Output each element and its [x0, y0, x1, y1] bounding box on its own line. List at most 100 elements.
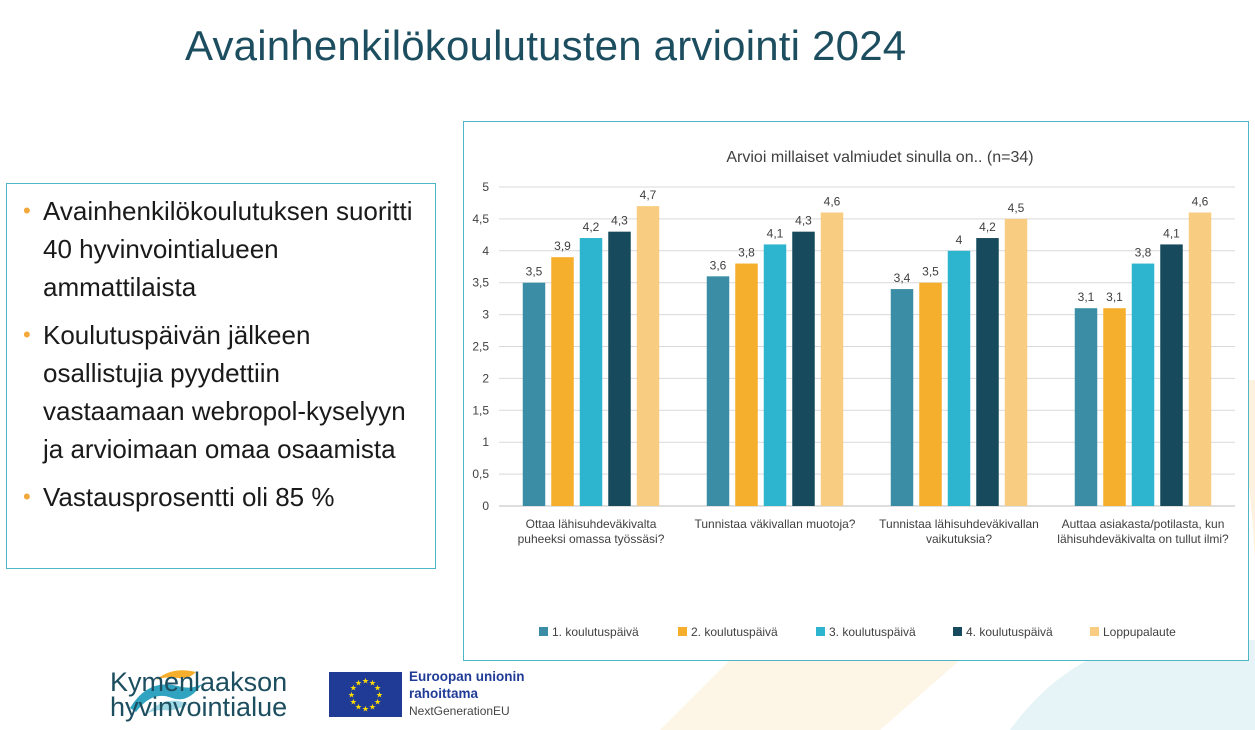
bar-chart: Arvioi millaiset valmiudet sinulla on.. … — [472, 149, 1235, 639]
y-tick-label: 2 — [482, 371, 489, 385]
page-title: Avainhenkilökoulutusten arviointi 2024 — [185, 22, 907, 69]
y-tick-label: 0 — [482, 499, 489, 513]
bar — [1160, 244, 1183, 507]
legend-label: 3. koulutuspäivä — [829, 625, 916, 639]
y-tick-label: 1,5 — [472, 403, 489, 417]
x-tick-label: puheeksi omassa työssäsi? — [518, 532, 665, 546]
data-label: 3,9 — [554, 239, 571, 253]
legend-swatch — [1090, 627, 1099, 636]
eu-star-icon: ★ — [355, 678, 362, 687]
y-tick-label: 3,5 — [472, 276, 489, 290]
bullet-text: Vastausprosentti oli 85 % — [43, 482, 335, 512]
kymenlaakso-logo-icon — [130, 670, 202, 714]
x-tick-label: Ottaa lähisuhdeväkivalta — [526, 517, 657, 531]
bar — [820, 212, 844, 506]
data-label: 3,6 — [710, 258, 727, 272]
bar — [608, 231, 631, 506]
bullet-dot-icon: • — [23, 322, 31, 347]
eu-star-icon: ★ — [355, 703, 362, 712]
data-label: 3,4 — [894, 271, 911, 285]
data-label: 4 — [956, 233, 963, 247]
eu-star-icon: ★ — [374, 698, 381, 707]
bar — [636, 206, 660, 506]
x-tick-label: Auttaa asiakasta/potilasta, kun — [1062, 517, 1225, 531]
eu-star-icon: ★ — [369, 678, 376, 687]
x-tick-label: vaikutuksia? — [926, 532, 992, 546]
bar — [579, 238, 603, 506]
data-label: 4,1 — [767, 226, 784, 240]
legend-label: 2. koulutuspäivä — [691, 625, 778, 639]
bar — [1188, 212, 1212, 506]
eu-star-icon: ★ — [350, 698, 357, 707]
bullet-list: • Avainhenkilökoulutuksen suoritti 40 hy… — [6, 183, 436, 569]
eu-star-icon: ★ — [362, 705, 369, 714]
bar — [919, 282, 942, 506]
data-label: 3,1 — [1078, 290, 1095, 304]
bar — [1103, 308, 1126, 506]
bar — [976, 238, 999, 506]
data-label: 4,2 — [979, 220, 996, 234]
legend-swatch — [539, 627, 548, 636]
y-tick-label: 1 — [482, 435, 489, 449]
data-label: 3,8 — [738, 246, 755, 260]
x-tick-label: Tunnistaa väkivallan muotoja? — [695, 517, 856, 531]
bar — [763, 244, 787, 507]
bullet-text: Koulutuspäivän jälkeen osallistujia pyyd… — [43, 320, 406, 464]
y-tick-label: 3 — [482, 308, 489, 322]
y-tick-label: 0,5 — [472, 467, 489, 481]
legend-swatch — [678, 627, 687, 636]
bar — [522, 282, 546, 506]
bar — [792, 231, 815, 506]
bullet-dot-icon: • — [23, 484, 31, 509]
bar — [735, 263, 758, 506]
eu-star-icon: ★ — [350, 684, 357, 693]
x-tick-label: lähisuhdeväkivalta on tullut ilmi? — [1057, 532, 1229, 546]
data-label: 4,6 — [824, 195, 841, 209]
legend-swatch — [953, 627, 962, 636]
eu-star-icon: ★ — [374, 684, 381, 693]
bar — [890, 289, 914, 506]
bar — [551, 257, 574, 506]
data-label: 3,5 — [526, 265, 543, 279]
legend-label: 1. koulutuspäivä — [552, 625, 639, 639]
bar — [1004, 218, 1028, 506]
data-label: 3,8 — [1135, 246, 1152, 260]
eu-star-icon: ★ — [348, 691, 355, 700]
org-name-line1: Kymenlaakson — [110, 667, 288, 697]
y-tick-label: 4,5 — [472, 212, 489, 226]
bullet-dot-icon: • — [23, 198, 31, 223]
eu-star-icon: ★ — [369, 703, 376, 712]
data-label: 3,1 — [1106, 290, 1123, 304]
data-label: 3,5 — [922, 265, 939, 279]
data-label: 4,6 — [1192, 195, 1209, 209]
data-label: 4,3 — [611, 214, 628, 228]
legend-label: Loppupalaute — [1103, 625, 1176, 639]
chart-title: Arvioi millaiset valmiudet sinulla on.. … — [726, 149, 1033, 166]
eu-star-icon: ★ — [376, 691, 383, 700]
y-tick-label: 4 — [482, 244, 489, 258]
eu-star-icon: ★ — [362, 677, 369, 686]
bar — [947, 250, 971, 506]
bar — [1131, 263, 1155, 506]
data-label: 4,1 — [1163, 226, 1180, 240]
legend-label: 4. koulutuspäivä — [966, 625, 1053, 639]
bar — [706, 276, 730, 506]
chart-container: Arvioi millaiset valmiudet sinulla on.. … — [463, 121, 1249, 661]
y-tick-label: 5 — [482, 180, 489, 194]
org-name: Kymenlaakson hyvinvointialue — [110, 667, 288, 721]
bullet-text: Avainhenkilökoulutuksen suoritti 40 hyvi… — [43, 196, 413, 302]
eu-stars-icon: ★★★★★★★★★ ★ ★★ — [348, 677, 383, 714]
eu-program: NextGenerationEU — [409, 704, 510, 718]
data-label: 4,3 — [795, 214, 812, 228]
eu-line2: rahoittama — [409, 686, 479, 701]
eu-line1: Euroopan unionin — [409, 669, 525, 684]
legend-swatch — [816, 627, 825, 636]
bullet-item: • Koulutuspäivän jälkeen osallistujia py… — [23, 316, 425, 468]
eu-flag-icon: ★ ★ ★ ★ ★ ★ ★ ★ ★ ★ ★ ★ — [329, 672, 402, 717]
data-label: 4,7 — [640, 188, 657, 202]
data-label: 4,2 — [583, 220, 600, 234]
x-tick-label: Tunnistaa lähisuhdeväkivallan — [879, 517, 1039, 531]
bullet-item: • Vastausprosentti oli 85 % — [23, 478, 425, 516]
bullet-item: • Avainhenkilökoulutuksen suoritti 40 hy… — [23, 192, 425, 306]
data-label: 4,5 — [1008, 201, 1025, 215]
